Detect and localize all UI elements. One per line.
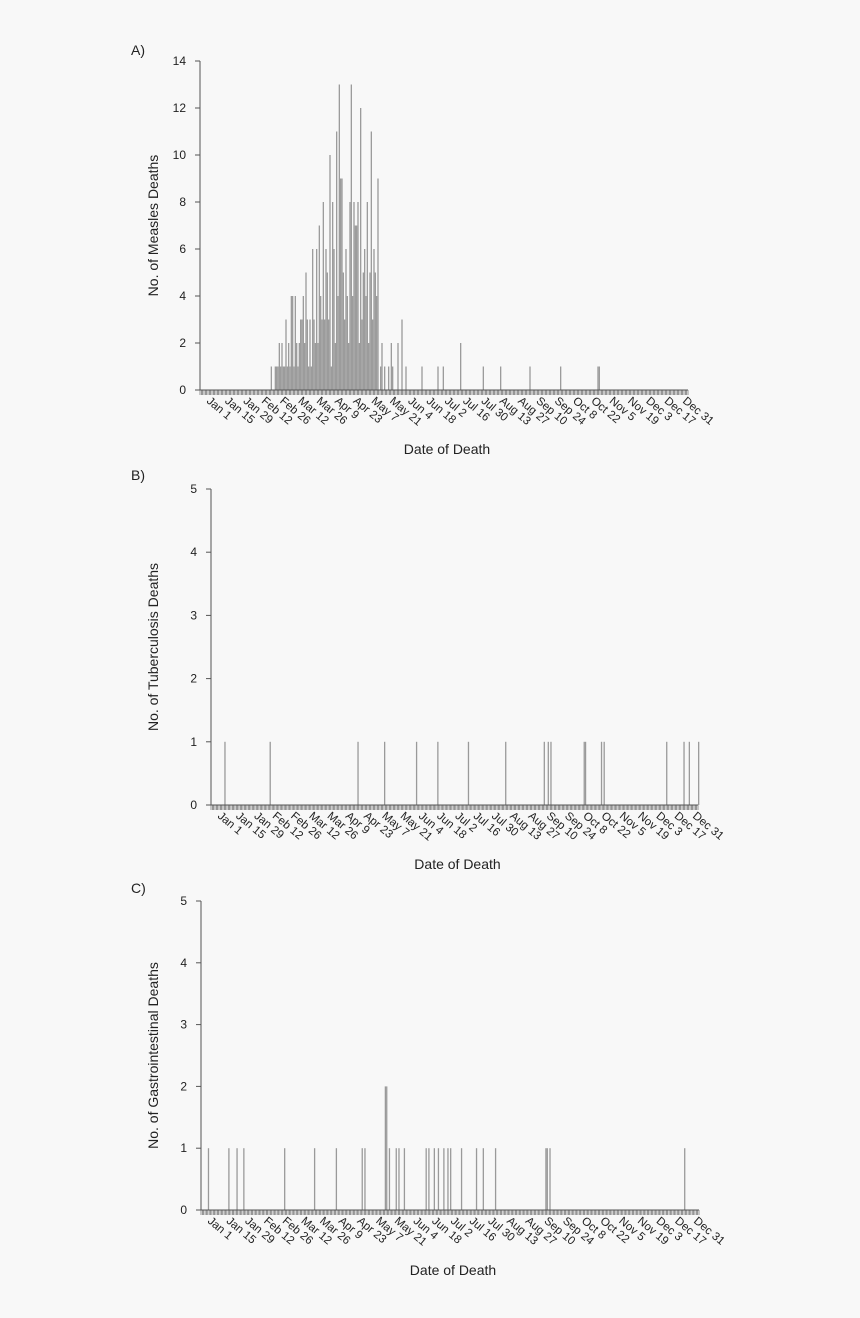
y-tick-label: 0: [190, 798, 197, 812]
y-tick-label: 12: [173, 101, 187, 115]
x-day-ticks: [199, 390, 689, 395]
x-axis-title: Date of Death: [414, 856, 500, 872]
x-day-ticks: [200, 1210, 700, 1215]
panel-label: B): [131, 467, 145, 483]
y-tick-label: 1: [180, 1141, 187, 1155]
y-axis-title: No. of Gastrointestinal Deaths: [145, 962, 161, 1149]
y-tick-label: 2: [179, 336, 186, 350]
y-tick-label: 0: [179, 383, 186, 397]
y-tick-label: 3: [180, 1018, 187, 1032]
x-axis-title: Date of Death: [404, 441, 490, 457]
x-day-tick-marks: [210, 805, 699, 810]
y-tick-label: 6: [179, 242, 186, 256]
y-axis-title: No. of Tuberculosis Deaths: [145, 563, 161, 731]
panel-label: A): [131, 42, 145, 58]
y-tick-label: 0: [180, 1203, 187, 1217]
x-day-tick-marks: [200, 1210, 700, 1215]
x-axis-title: Date of Death: [410, 1262, 496, 1278]
y-tick-label: 2: [180, 1079, 187, 1093]
y-tick-label: 10: [173, 148, 187, 162]
y-tick-label: 4: [180, 956, 187, 970]
y-tick-label: 2: [190, 672, 197, 686]
y-tick-label: 5: [180, 894, 187, 908]
panel-label: C): [131, 880, 146, 896]
y-tick-label: 4: [179, 289, 186, 303]
y-tick-label: 4: [190, 545, 197, 559]
y-tick-label: 3: [190, 608, 197, 622]
y-tick-label: 1: [190, 735, 197, 749]
y-tick-label: 5: [190, 482, 197, 496]
y-tick-label: 8: [179, 195, 186, 209]
y-axis-title: No. of Measles Deaths: [145, 155, 161, 297]
x-day-ticks: [210, 805, 699, 810]
y-tick-label: 14: [173, 54, 187, 68]
x-day-tick-marks: [199, 390, 689, 395]
